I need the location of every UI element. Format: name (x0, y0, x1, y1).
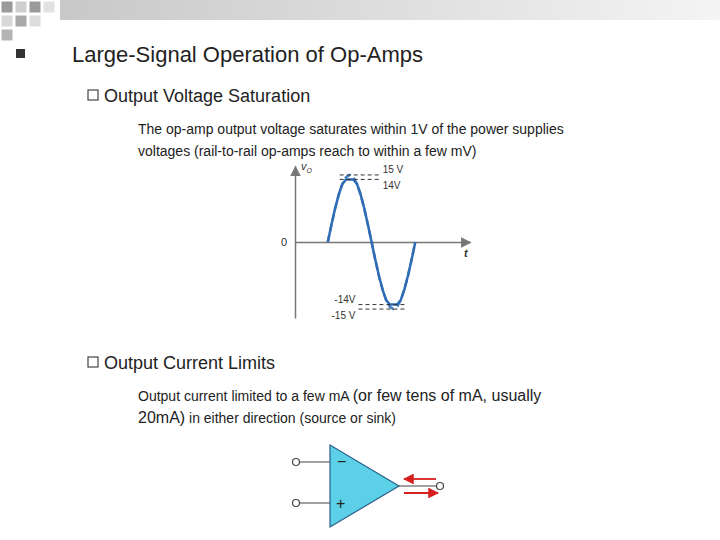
sub-bullet (88, 90, 98, 100)
terminal (293, 500, 300, 507)
decoration (1, 0, 720, 41)
chart: vO t 15 V 14V 0 -14V -15 V (281, 160, 471, 321)
x-axis-title: t (464, 247, 469, 259)
saturated-wave (328, 179, 416, 304)
tick-line (358, 309, 405, 310)
body-part: in either direction (source or sink) (185, 410, 396, 426)
slide: Large-Signal Operation of Op-Amps Output … (0, 0, 720, 540)
corner-square (1, 15, 13, 27)
corner-square (15, 15, 27, 27)
body-part: 20mA) (138, 409, 185, 426)
op-amp (330, 445, 399, 527)
corner-square (29, 1, 41, 13)
terminal (437, 483, 444, 490)
plot-area (328, 175, 416, 309)
body-line: 20mA) in either direction (source or sin… (138, 409, 396, 426)
tick-line (358, 304, 405, 305)
tick-label: -15 V (332, 310, 356, 321)
corner-square (15, 1, 27, 13)
inverting-sign: − (337, 453, 346, 470)
ideal-wave (328, 175, 416, 309)
output-wire (398, 485, 440, 486)
heading: Large-Signal Operation of Op-Amps (72, 42, 423, 67)
corner-square (1, 1, 13, 13)
x-axis-line (296, 242, 471, 244)
sink-arrow (404, 478, 436, 480)
noninverting-sign: + (336, 495, 345, 512)
bullet (16, 49, 25, 58)
corner-square (43, 1, 55, 13)
corner-square (29, 15, 41, 27)
tick-line (340, 179, 380, 180)
body-line: voltages (rail-to-rail op-amps reach to … (138, 143, 476, 159)
y-ticks: 15 V 14V 0 -14V -15 V (281, 164, 406, 321)
op-amp-diagram: −+ (293, 445, 444, 527)
tick-label: -14V (334, 294, 355, 305)
top-band (60, 0, 720, 20)
body-line: The op-amp output voltage saturates with… (138, 121, 564, 137)
body-part: Output current limited to a few mA (138, 388, 353, 404)
tick-label: 15 V (383, 164, 404, 175)
body-part: (or few tens of mA, usually (353, 387, 542, 404)
input-wire (296, 461, 330, 462)
section-title: Output Voltage Saturation (104, 86, 310, 106)
tick-label: 14V (383, 180, 401, 191)
y-axis-title: vO (301, 160, 313, 174)
source-arrow (404, 492, 438, 494)
terminal (293, 459, 300, 466)
input-wire (296, 502, 330, 503)
section-title: Output Current Limits (104, 353, 275, 373)
body-line: Output current limited to a few mA (or f… (138, 387, 541, 404)
tick-label: 0 (281, 236, 287, 248)
x-axis (296, 242, 471, 243)
tick-line (340, 174, 380, 175)
corner-square (1, 29, 13, 41)
sub-bullet (88, 357, 98, 367)
